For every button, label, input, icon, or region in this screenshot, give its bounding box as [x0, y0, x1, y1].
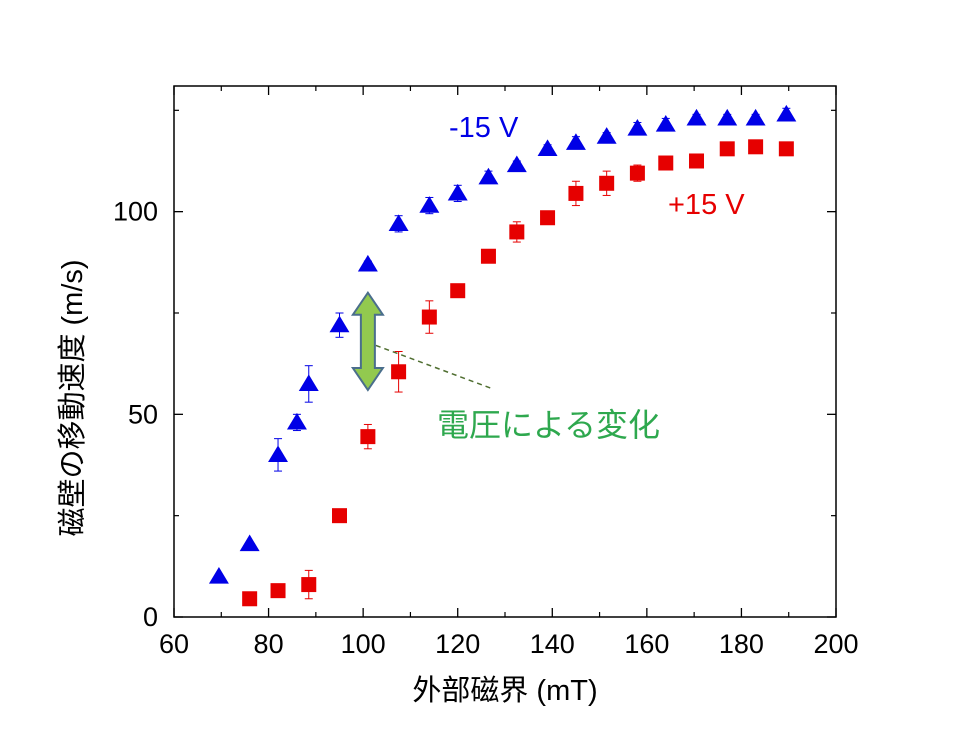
square-marker	[509, 224, 525, 240]
square-marker	[689, 153, 705, 169]
triangle-marker	[286, 412, 307, 430]
triangle-marker	[298, 374, 319, 392]
square-marker	[599, 175, 615, 191]
square-marker	[568, 185, 584, 201]
x-axis-ticks: 60 80 100 120 140 160 180 200	[159, 86, 859, 659]
square-marker	[391, 364, 407, 380]
triangle-marker	[357, 254, 378, 272]
leader-line	[375, 344, 491, 389]
triangle-marker	[627, 119, 648, 136]
series-label-minus-15v: -15 V	[449, 112, 519, 144]
x-tick-label: 80	[254, 629, 284, 659]
x-tick-label: 160	[624, 629, 669, 659]
y-tick-label: 0	[143, 602, 158, 632]
x-tick-label: 200	[813, 629, 858, 659]
series-minus-15v	[208, 104, 797, 584]
square-marker	[629, 165, 645, 181]
square-marker	[719, 141, 735, 157]
square-marker	[332, 508, 347, 524]
triangle-marker	[565, 133, 586, 150]
x-tick-label: 60	[159, 629, 189, 659]
square-marker	[778, 141, 794, 157]
square-marker	[450, 283, 466, 299]
triangle-marker	[329, 315, 350, 333]
triangle-marker	[506, 155, 527, 173]
square-marker	[540, 210, 556, 226]
triangle-marker	[419, 196, 440, 213]
triangle-marker	[447, 183, 468, 201]
triangle-marker	[745, 108, 766, 126]
triangle-marker	[655, 115, 676, 132]
y-axis-ticks: 0 50 100	[113, 109, 836, 632]
plot-frame	[173, 85, 837, 618]
y-tick-label: 50	[128, 399, 158, 429]
square-marker	[360, 429, 376, 445]
voltage-change-label: 電圧による変化	[437, 407, 660, 443]
square-marker	[242, 591, 258, 607]
y-tick-label: 100	[113, 197, 158, 227]
triangle-marker	[268, 445, 289, 462]
triangle-marker	[596, 127, 617, 144]
triangle-marker	[537, 139, 558, 156]
x-tick-label: 140	[530, 629, 575, 659]
series-plus-15v	[242, 139, 794, 607]
triangle-marker	[388, 214, 409, 231]
triangle-marker	[208, 566, 229, 584]
triangle-marker	[686, 108, 707, 126]
y-axis-label: 磁壁の移動速度 (m/s)	[56, 259, 89, 536]
triangle-marker	[776, 104, 797, 122]
square-marker	[421, 309, 437, 325]
square-marker	[748, 139, 764, 155]
x-tick-label: 180	[719, 629, 764, 659]
triangle-marker	[239, 534, 260, 552]
square-marker	[301, 577, 317, 593]
triangle-marker	[717, 108, 738, 126]
square-marker	[270, 583, 286, 599]
plot-border	[173, 85, 837, 618]
voltage-change-annotation	[350, 290, 491, 392]
square-marker	[480, 248, 496, 264]
x-axis-label: 外部磁界 (mT)	[412, 674, 597, 707]
triangle-marker	[478, 167, 499, 185]
x-tick-label: 120	[435, 629, 480, 659]
double-arrow	[350, 290, 385, 392]
x-tick-label: 100	[341, 629, 386, 659]
square-marker	[658, 155, 674, 171]
series-label-plus-15v: +15 V	[668, 189, 745, 221]
